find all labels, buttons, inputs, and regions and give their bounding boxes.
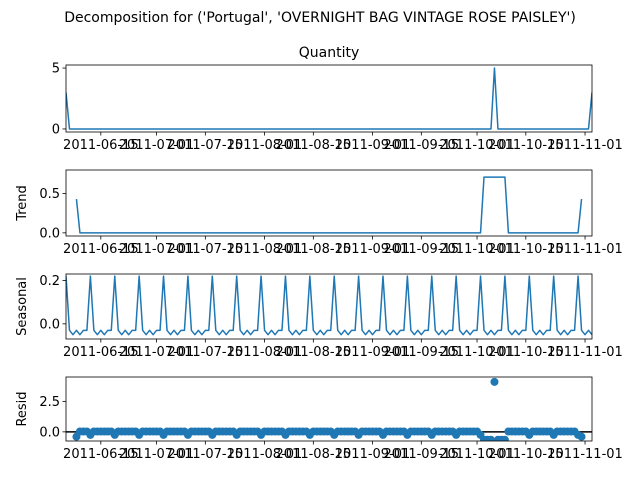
- trend-xtick-label: 2011-10-01: [439, 242, 515, 257]
- seasonal-xtick-label: 2011-11-01: [547, 345, 623, 360]
- resid-panel: 0.02.52011-06-152011-07-012011-07-152011…: [15, 376, 623, 462]
- panels-group: 052011-06-152011-07-012011-07-152011-08-…: [15, 62, 623, 462]
- trend-xtick-label: 2011-10-15: [488, 242, 564, 257]
- seasonal-ytick-label: 0.0: [39, 317, 60, 332]
- resid-xtick-label: 2011-08-15: [276, 447, 352, 462]
- trend-frame: [65, 169, 593, 237]
- resid-point: [577, 432, 586, 441]
- seasonal-xtick-label: 2011-09-01: [335, 345, 411, 360]
- trend-xtick-label: 2011-07-01: [119, 242, 195, 257]
- seasonal-xtick-label: 2011-09-15: [384, 345, 460, 360]
- trend-ytick-label: 0.5: [39, 187, 60, 202]
- trend-xtick-label: 2011-09-01: [335, 242, 411, 257]
- seasonal-frame: [65, 273, 593, 340]
- resid-xtick-label: 2011-07-15: [168, 447, 244, 462]
- seasonal-series-line: [66, 275, 592, 336]
- seasonal-xtick-label: 2011-06-15: [63, 345, 139, 360]
- seasonal-xtick-label: 2011-10-15: [488, 345, 564, 360]
- observed-data: [66, 67, 592, 130]
- seasonal-xtick-label: 2011-10-01: [439, 345, 515, 360]
- trend-panel: 0.00.52011-06-152011-07-012011-07-152011…: [15, 169, 623, 257]
- observed-xtick-label: 2011-08-01: [227, 138, 303, 153]
- seasonal-data: [66, 275, 592, 336]
- resid-xtick-label: 2011-07-01: [119, 447, 195, 462]
- observed-ytick-label: 5: [52, 62, 60, 77]
- observed-frame: [65, 64, 593, 133]
- seasonal-xtick-label: 2011-08-01: [227, 345, 303, 360]
- observed-xtick-label: 2011-06-15: [63, 138, 139, 153]
- resid-data: [66, 377, 592, 441]
- resid-xtick-label: 2011-10-01: [439, 447, 515, 462]
- figure-title: Decomposition for ('Portugal', 'OVERNIGH…: [64, 10, 576, 26]
- observed-xtick-label: 2011-09-01: [335, 138, 411, 153]
- resid-xtick-label: 2011-11-01: [547, 447, 623, 462]
- trend-ytick-label: 0.0: [39, 226, 60, 241]
- resid-point: [490, 377, 499, 386]
- trend-xtick-label: 2011-08-01: [227, 242, 303, 257]
- resid-frame: [65, 376, 593, 442]
- trend-xtick-label: 2011-11-01: [547, 242, 623, 257]
- trend-ylabel: Trend: [15, 185, 30, 222]
- resid-point: [486, 435, 495, 441]
- resid-xtick-label: 2011-08-01: [227, 447, 303, 462]
- resid-xtick-label: 2011-09-15: [384, 447, 460, 462]
- observed-ytick-label: 0: [52, 122, 60, 137]
- seasonal-xtick-label: 2011-08-15: [276, 345, 352, 360]
- trend-xtick-label: 2011-09-15: [384, 242, 460, 257]
- trend-xtick-label: 2011-08-15: [276, 242, 352, 257]
- resid-ylabel: Resid: [15, 391, 30, 426]
- resid-point: [500, 435, 509, 441]
- trend-xtick-label: 2011-07-15: [168, 242, 244, 257]
- seasonal-xtick-label: 2011-07-15: [168, 345, 244, 360]
- seasonal-ylabel: Seasonal: [15, 277, 30, 336]
- seasonal-xtick-label: 2011-07-01: [119, 345, 195, 360]
- trend-data: [75, 176, 583, 234]
- seasonal-panel: 0.00.22011-06-152011-07-012011-07-152011…: [15, 273, 623, 360]
- resid-xtick-label: 2011-06-15: [63, 447, 139, 462]
- observed-xtick-label: 2011-09-15: [384, 138, 460, 153]
- trend-series-line: [75, 176, 583, 234]
- observed-xtick-label: 2011-07-01: [119, 138, 195, 153]
- resid-xtick-label: 2011-09-01: [335, 447, 411, 462]
- seasonal-ytick-label: 0.2: [39, 274, 60, 289]
- observed-xtick-label: 2011-07-15: [168, 138, 244, 153]
- observed-xtick-label: 2011-10-01: [439, 138, 515, 153]
- observed-xtick-label: 2011-08-15: [276, 138, 352, 153]
- observed-panel-title: Quantity: [299, 45, 360, 61]
- resid-xtick-label: 2011-10-15: [488, 447, 564, 462]
- resid-ytick-label: 0.0: [39, 425, 60, 440]
- trend-xtick-label: 2011-06-15: [63, 242, 139, 257]
- observed-xtick-label: 2011-10-15: [488, 138, 564, 153]
- observed-panel: 052011-06-152011-07-012011-07-152011-08-…: [52, 62, 623, 153]
- observed-series-line: [66, 67, 592, 130]
- resid-ytick-label: 2.5: [39, 395, 60, 410]
- observed-xtick-label: 2011-11-01: [547, 138, 623, 153]
